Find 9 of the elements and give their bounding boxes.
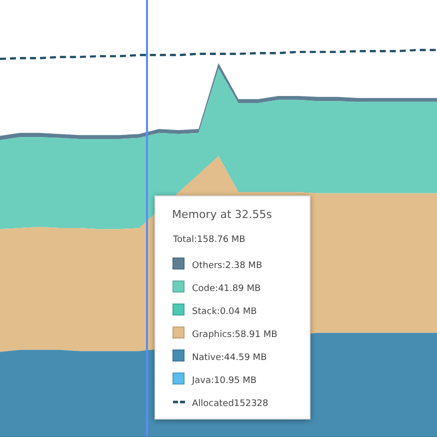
annotation: Total:158.76 MB bbox=[172, 235, 246, 245]
legend-label: Code:41.89 MB bbox=[192, 284, 261, 294]
legend-label: Allocated152328 bbox=[192, 399, 269, 409]
legend-label: Stack:0.04 MB bbox=[192, 307, 257, 317]
legend-label: Others:2.38 MB bbox=[192, 261, 262, 271]
legend-label: Native:44.59 MB bbox=[192, 353, 267, 363]
legend-label: Java:10.95 MB bbox=[191, 376, 257, 386]
text: Memory at 32.55s bbox=[172, 208, 272, 221]
legend-label: Graphics:58.91 MB bbox=[192, 330, 278, 340]
